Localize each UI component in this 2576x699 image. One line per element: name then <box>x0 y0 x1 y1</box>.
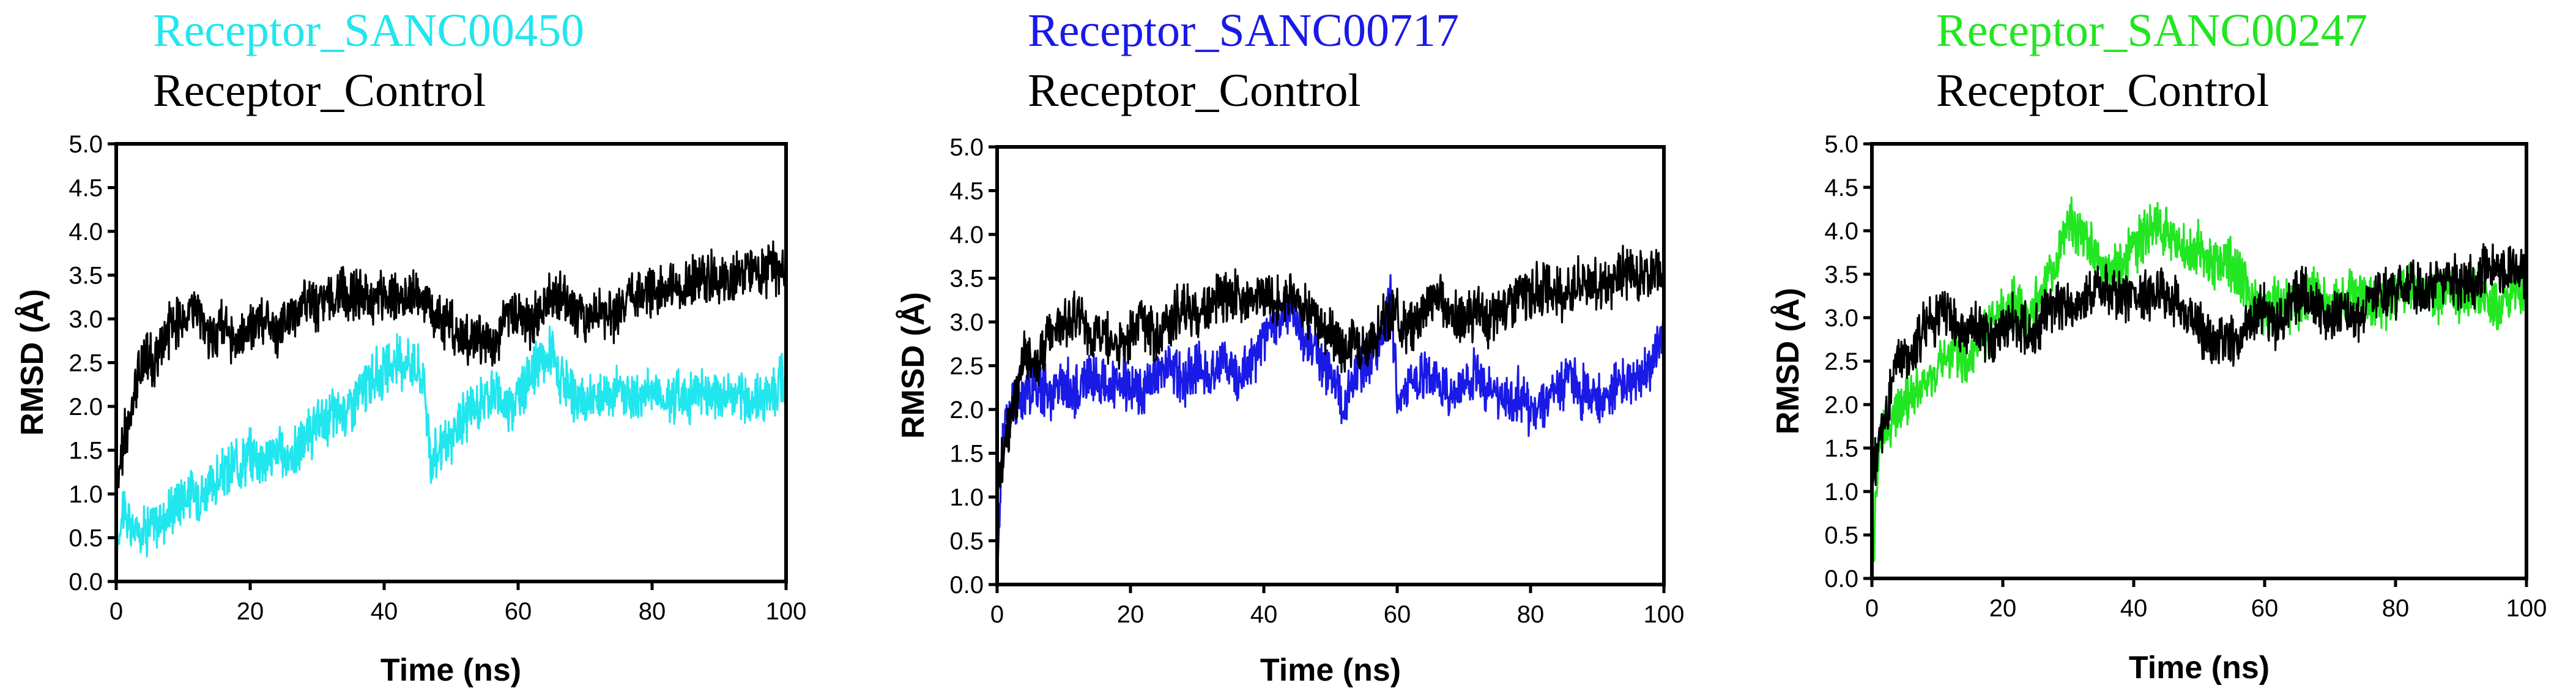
y-tick-label: 4.0 <box>1824 218 1858 245</box>
x-tick-label: 60 <box>2251 595 2279 622</box>
y-tick-label: 2.0 <box>1824 392 1858 419</box>
chart-panel-1: Receptor_SANC00450 Receptor_Control 0.0 0… <box>0 0 850 696</box>
rmsd-plot-1: 0.0 0.5 1.0 1.5 2.0 2.5 3.0 3.5 4.0 4.5 5.0 0 20 40 60… <box>15 131 807 688</box>
x-tick-label: 20 <box>1117 601 1145 628</box>
series-line-2 <box>996 244 1665 498</box>
y-tick-label: 5.0 <box>69 131 103 158</box>
y-tick-label: 2.5 <box>949 353 984 380</box>
x-tick-label: 40 <box>1250 601 1278 628</box>
y-axis-label: RMSD (Å) <box>1770 288 1806 435</box>
x-tick-label: 100 <box>766 598 807 625</box>
series-line-2 <box>115 240 787 495</box>
x-axis-label: Time (ns) <box>380 652 521 688</box>
y-tick-label: 5.0 <box>949 134 984 161</box>
y-tick-label: 2.5 <box>1824 348 1858 375</box>
chart-panel-2: Receptor_SANC00717 Receptor_Control 0.0 0… <box>881 0 1731 696</box>
series-line-1 <box>115 325 787 558</box>
legend-series-1: Receptor_SANC00247 <box>1936 5 2368 56</box>
x-axis-label: Time (ns) <box>2129 650 2270 686</box>
series-line-2 <box>1871 243 2528 492</box>
plot-frame <box>114 142 788 583</box>
y-tick-label: 0.5 <box>949 528 984 555</box>
x-tick-label: 40 <box>2120 595 2148 622</box>
y-tick-label: 0.0 <box>949 572 984 599</box>
chart-panel-3: Receptor_SANC00247 Receptor_Control 0.0 0… <box>1756 0 2576 696</box>
y-tick-label: 4.5 <box>949 178 984 205</box>
legend-series-2: Receptor_Control <box>1028 65 1361 116</box>
x-tick-label: 60 <box>505 598 532 625</box>
y-tick-label: 1.0 <box>1824 479 1858 506</box>
series-line-1 <box>1871 196 2528 579</box>
rmsd-plot-3: 0.0 0.5 1.0 1.5 2.0 2.5 3.0 3.5 4.0 4.5 5.0 0 20 40 60… <box>1770 131 2547 686</box>
y-tick-label: 0.0 <box>69 569 103 596</box>
x-tick-label: 40 <box>371 598 398 625</box>
y-tick-label: 3.0 <box>1824 305 1858 332</box>
y-tick-label: 4.0 <box>69 219 103 245</box>
y-tick-label: 4.5 <box>69 175 103 202</box>
x-tick-label: 0 <box>1865 595 1879 622</box>
y-tick-label: 3.0 <box>69 306 103 333</box>
y-tick-label: 2.0 <box>69 394 103 421</box>
legend-series-1: Receptor_SANC00717 <box>1028 5 1460 56</box>
y-tick-label: 3.5 <box>1824 261 1858 288</box>
x-tick-label: 20 <box>237 598 264 625</box>
legend-series-2: Receptor_Control <box>153 65 486 116</box>
y-tick-label: 1.0 <box>949 484 984 511</box>
x-tick-label: 60 <box>1384 601 1411 628</box>
y-tick-label: 2.5 <box>69 350 103 377</box>
y-tick-label: 3.5 <box>949 266 984 293</box>
y-tick-label: 4.5 <box>1824 174 1858 201</box>
y-tick-label: 2.0 <box>949 397 984 424</box>
y-axis-label: RMSD (Å) <box>15 289 50 436</box>
x-tick-label: 0 <box>109 598 123 625</box>
x-tick-label: 80 <box>1517 601 1545 628</box>
x-tick-label: 0 <box>990 601 1004 628</box>
legend-series-1: Receptor_SANC00450 <box>153 5 585 56</box>
y-tick-label: 0.0 <box>1824 566 1858 592</box>
y-tick-label: 1.5 <box>1824 435 1858 462</box>
y-tick-label: 1.5 <box>69 438 103 465</box>
x-tick-label: 100 <box>2506 595 2547 622</box>
y-tick-label: 3.5 <box>69 263 103 290</box>
y-tick-label: 0.5 <box>69 525 103 552</box>
x-axis-label: Time (ns) <box>1260 652 1401 688</box>
y-axis-label: RMSD (Å) <box>896 292 931 439</box>
x-tick-label: 20 <box>1989 595 2017 622</box>
x-tick-label: 80 <box>639 598 666 625</box>
x-tick-label: 80 <box>2382 595 2410 622</box>
y-tick-label: 3.0 <box>949 309 984 336</box>
y-tick-label: 1.5 <box>949 441 984 468</box>
x-tick-label: 100 <box>1644 601 1685 628</box>
legend-series-2: Receptor_Control <box>1936 65 2270 116</box>
y-tick-label: 5.0 <box>1824 131 1858 158</box>
series-line-1 <box>996 274 1665 585</box>
rmsd-plot-2: 0.0 0.5 1.0 1.5 2.0 2.5 3.0 3.5 4.0 4.5 5.0 0 20 40 60… <box>896 134 1685 688</box>
y-tick-label: 4.0 <box>949 222 984 249</box>
y-tick-label: 1.0 <box>69 481 103 508</box>
y-tick-label: 0.5 <box>1824 522 1858 549</box>
